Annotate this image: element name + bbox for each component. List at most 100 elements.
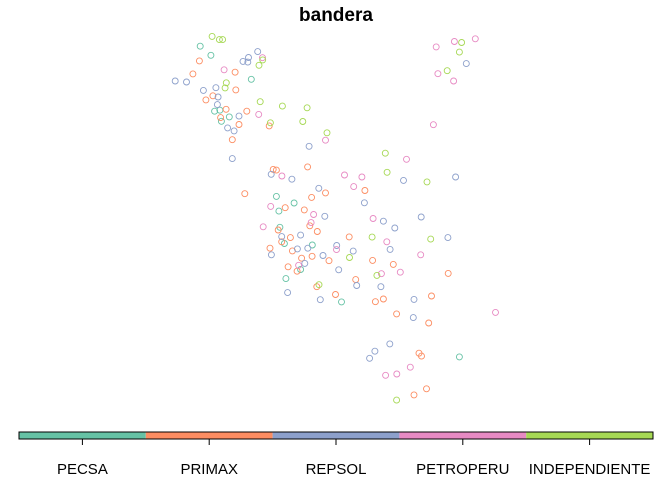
point-repsol-6 (245, 54, 252, 61)
point-petroperu-22 (471, 35, 479, 43)
point-repsol-25 (377, 283, 385, 291)
point-repsol-11 (213, 101, 221, 109)
legend-border (18, 431, 654, 440)
point-repsol-40 (316, 296, 324, 304)
point-primax-41 (325, 257, 333, 265)
point-repsol-21 (304, 244, 312, 252)
point-independiente-0 (222, 79, 230, 87)
point-petroperu-8 (259, 223, 267, 231)
point-primax-1 (231, 68, 239, 76)
point-primax-21 (389, 260, 397, 268)
point-repsol-2 (267, 170, 275, 178)
point-repsol-0 (230, 127, 238, 135)
point-petroperu-17 (429, 121, 437, 129)
point-repsol-16 (315, 184, 323, 192)
point-repsol-34 (391, 224, 399, 232)
point-repsol-12 (452, 173, 460, 181)
point-independiente-12 (346, 254, 353, 261)
point-pecsa-12 (272, 192, 280, 200)
point-pecsa-7 (217, 117, 225, 125)
point-independiente-9 (259, 56, 267, 64)
point-primax-33 (379, 295, 387, 303)
point-petroperu-5 (450, 77, 458, 85)
point-repsol-4 (288, 175, 296, 183)
point-repsol-23 (349, 247, 357, 255)
point-repsol-10 (254, 48, 262, 56)
point-primax-45 (217, 114, 225, 122)
point-primax-35 (352, 276, 360, 284)
point-repsol-27 (267, 251, 275, 259)
point-primax-23 (345, 233, 353, 241)
point-primax-47 (393, 310, 401, 318)
point-petroperu-23 (295, 261, 303, 269)
point-petroperu-29 (377, 270, 385, 278)
point-petroperu-25 (382, 371, 390, 379)
point-primax-12 (243, 107, 251, 115)
point-repsol-8 (171, 77, 179, 85)
point-repsol-32 (321, 212, 329, 220)
point-independiente-23 (278, 102, 286, 110)
point-pecsa-1 (196, 42, 204, 50)
point-petroperu-16 (310, 211, 318, 218)
point-repsol-7 (319, 252, 327, 259)
point-primax-38 (286, 234, 294, 242)
point-petroperu-1 (450, 38, 458, 45)
point-independiente-3 (219, 36, 227, 44)
point-petroperu-11 (432, 43, 440, 51)
point-petroperu-7 (322, 136, 329, 144)
point-primax-3 (284, 263, 292, 271)
point-petroperu-26 (403, 155, 410, 163)
point-primax-30 (425, 319, 433, 327)
point-petroperu-27 (492, 308, 499, 316)
point-pecsa-10 (247, 75, 255, 83)
legend-label-pecsa: PECSA (57, 461, 108, 478)
point-independiente-24 (266, 119, 274, 127)
color-legend: PECSA PRIMAX REPSOL PETROPERU INDEPENDIENTE (18, 431, 654, 478)
point-pecsa-5 (275, 207, 283, 215)
point-repsol-42 (444, 234, 452, 242)
point-primax-2 (274, 226, 282, 234)
point-petroperu-0 (267, 202, 275, 210)
point-petroperu-12 (255, 110, 263, 118)
point-independiente-15 (303, 104, 311, 112)
point-primax-24 (266, 244, 274, 252)
point-independiente-6 (423, 178, 431, 186)
point-independiente-19 (427, 235, 435, 243)
point-primax-32 (322, 189, 329, 197)
point-primax-8 (369, 256, 377, 264)
point-primax-43 (272, 166, 280, 174)
point-repsol-41 (353, 282, 361, 289)
point-primax-26 (241, 190, 249, 198)
point-pecsa-6 (308, 241, 316, 249)
point-repsol-24 (224, 124, 232, 132)
chart-title: bandera (299, 5, 373, 26)
point-pecsa-11 (207, 51, 215, 59)
point-petroperu-9 (278, 172, 286, 180)
point-petroperu-15 (383, 238, 391, 246)
point-repsol-46 (305, 142, 313, 150)
point-repsol-3 (386, 340, 394, 348)
point-petroperu-19 (341, 171, 348, 179)
point-primax-27 (361, 187, 369, 194)
legend-label-independiente: INDEPENDIENTE (529, 461, 651, 478)
legend-swatch-pecsa (19, 432, 146, 439)
point-petroperu-18 (220, 66, 228, 74)
point-pecsa-16 (455, 353, 463, 361)
point-primax-10 (313, 228, 321, 235)
point-primax-46 (332, 291, 339, 298)
point-petroperu-3 (307, 219, 315, 227)
point-pecsa-9 (297, 266, 305, 273)
legend-swatch-primax (145, 432, 273, 439)
point-independiente-10 (299, 118, 307, 125)
point-primax-48 (423, 385, 430, 393)
point-pecsa-4 (282, 275, 290, 283)
point-primax-34 (306, 222, 314, 230)
legend-label-primax: PRIMAX (180, 461, 238, 478)
point-repsol-35 (462, 60, 470, 68)
point-primax-20 (308, 252, 316, 260)
point-primax-13 (313, 283, 321, 291)
point-pecsa-3 (290, 199, 298, 207)
point-repsol-19 (212, 84, 220, 92)
point-independiente-1 (455, 48, 463, 56)
